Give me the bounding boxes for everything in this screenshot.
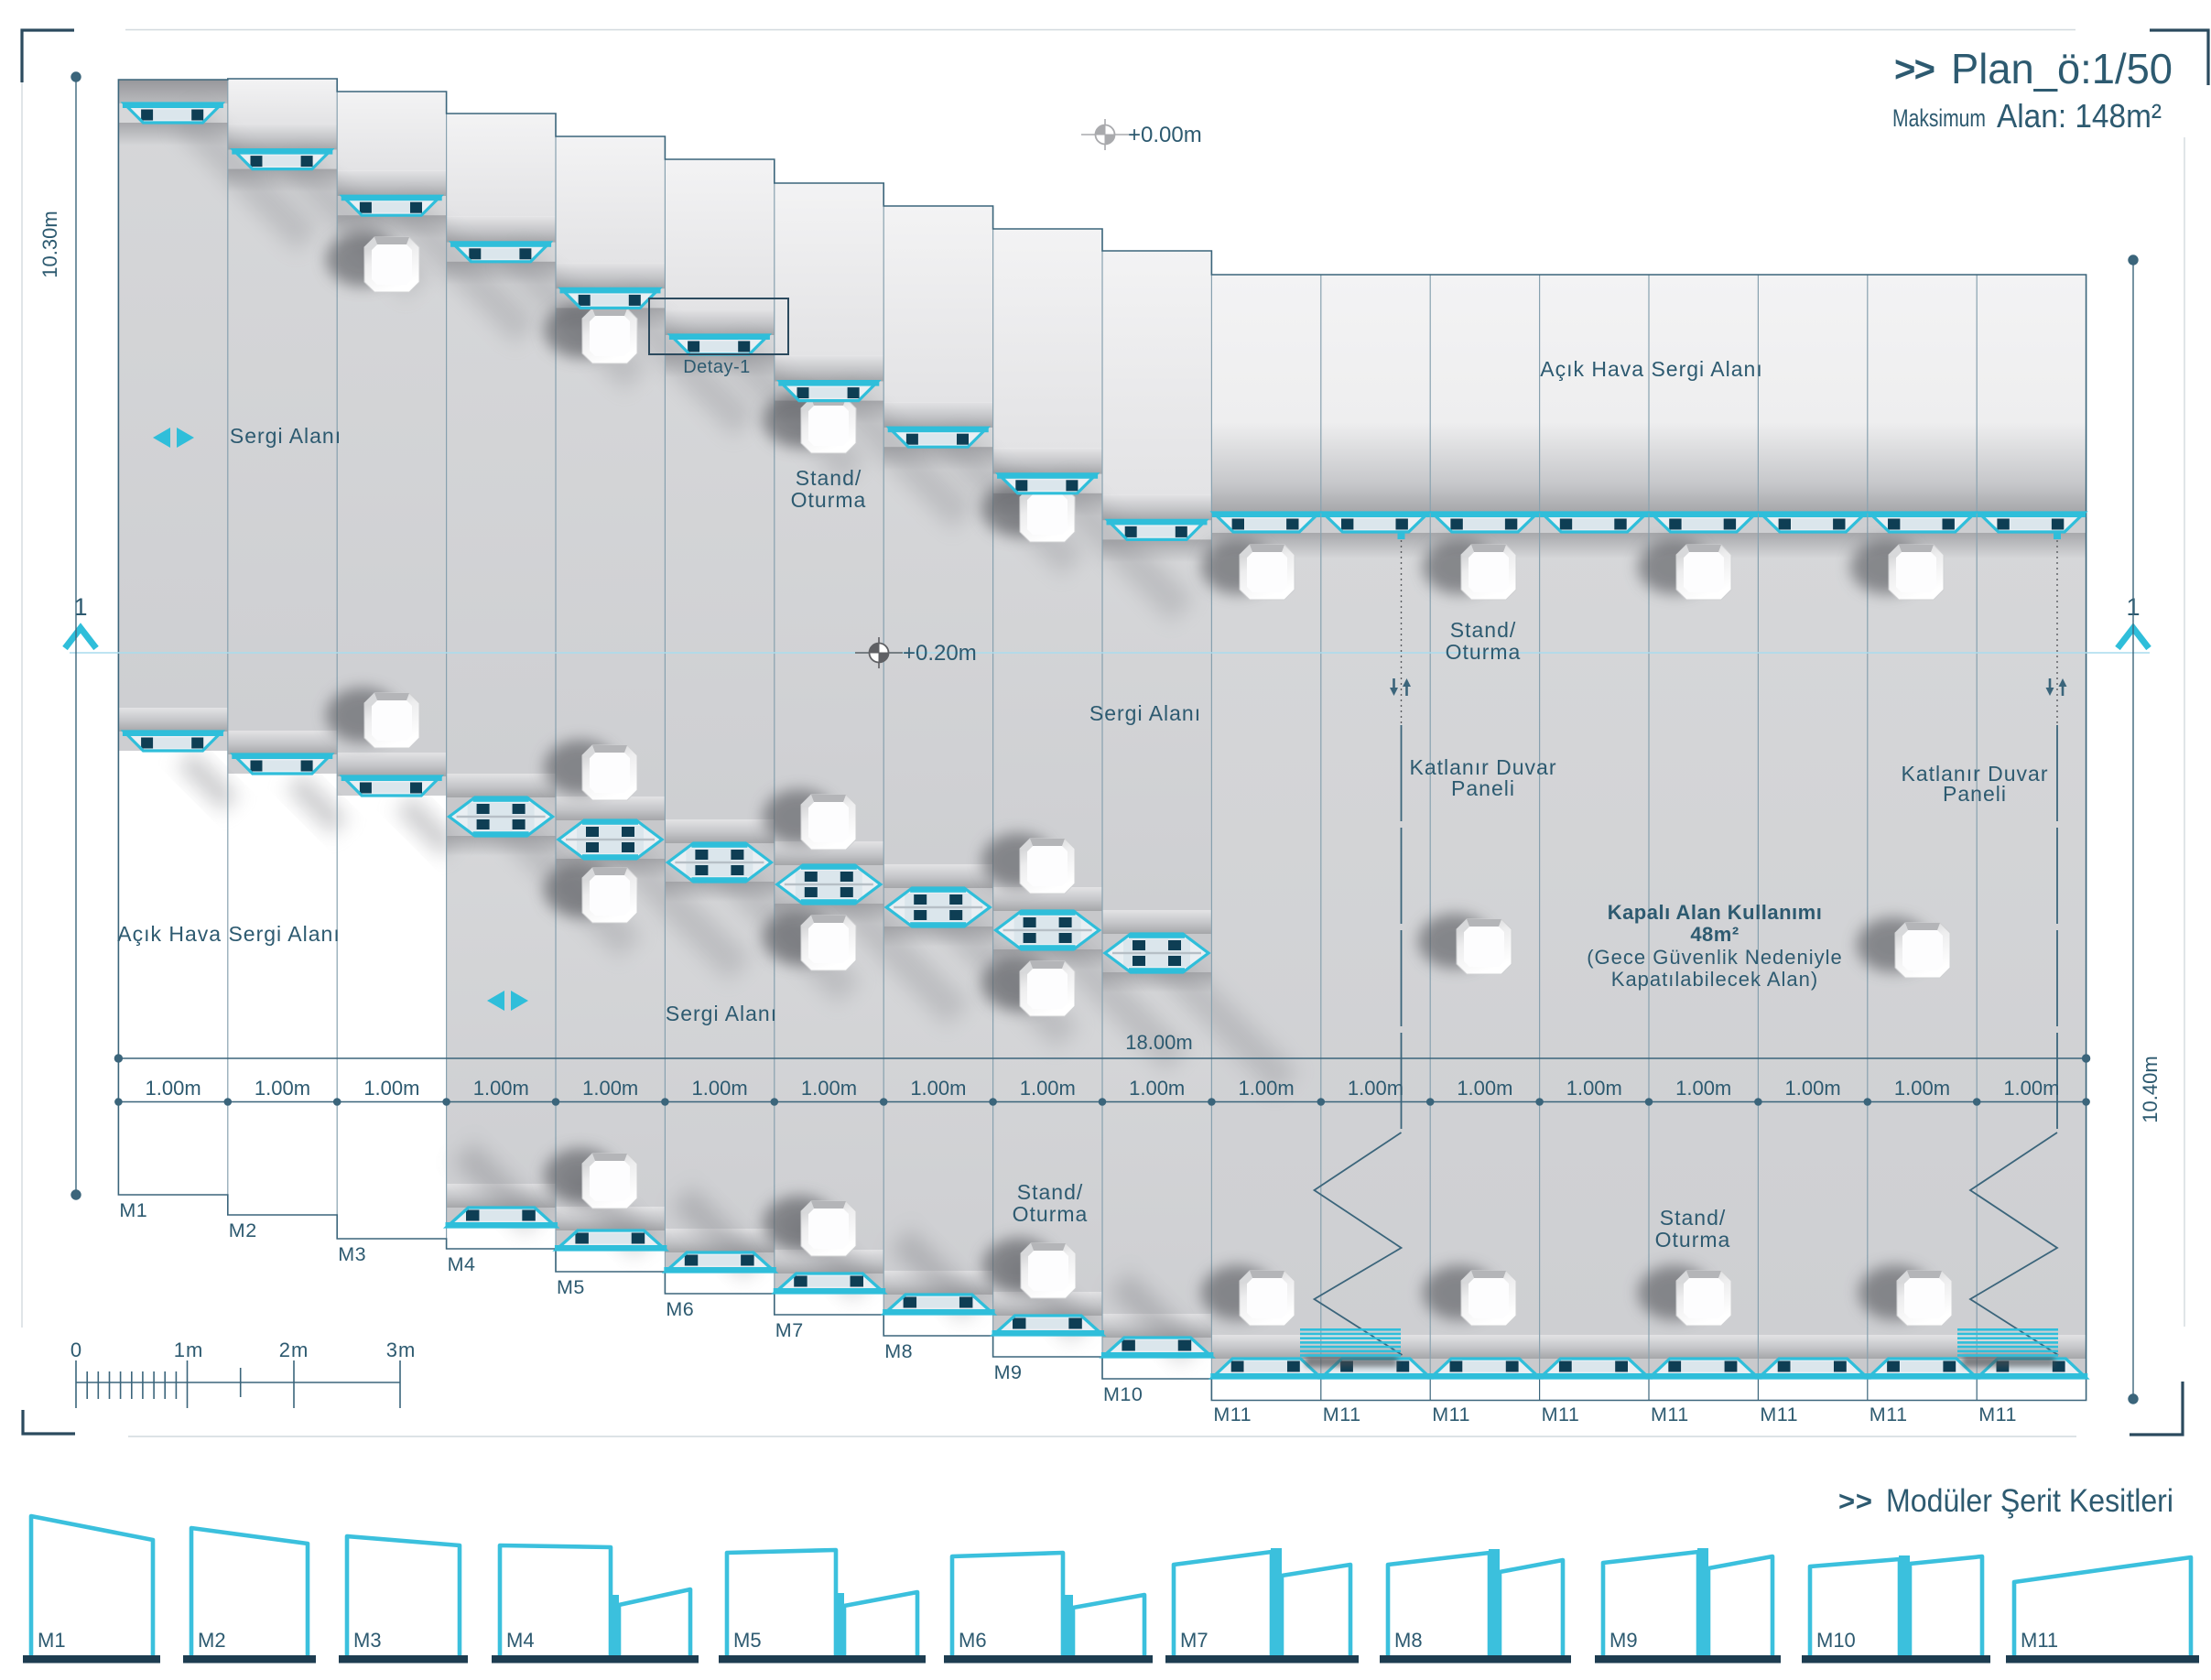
- svg-text:M11: M11: [1978, 1404, 2017, 1425]
- svg-text:M11: M11: [1651, 1404, 1689, 1425]
- svg-text:1.00m: 1.00m: [582, 1077, 638, 1100]
- svg-text:Oturma: Oturma: [1655, 1228, 1731, 1252]
- svg-text:+0.20m: +0.20m: [903, 641, 977, 666]
- svg-text:1.00m: 1.00m: [363, 1077, 419, 1100]
- svg-text:1.00m: 1.00m: [2003, 1077, 2059, 1100]
- svg-text:18.00m: 18.00m: [1125, 1031, 1192, 1054]
- svg-text:Katlanır Duvar: Katlanır Duvar: [1409, 755, 1556, 779]
- svg-text:Paneli: Paneli: [1451, 776, 1515, 800]
- svg-text:>>: >>: [1838, 1485, 1872, 1517]
- svg-text:Oturma: Oturma: [791, 488, 867, 512]
- svg-text:Açık Hava Sergi Alanı: Açık Hava Sergi Alanı: [117, 922, 340, 946]
- svg-text:1.00m: 1.00m: [1348, 1077, 1404, 1100]
- svg-text:1.00m: 1.00m: [1239, 1077, 1295, 1100]
- svg-text:>>: >>: [1894, 49, 1935, 90]
- svg-text:M6: M6: [959, 1629, 987, 1652]
- svg-text:1.00m: 1.00m: [473, 1077, 529, 1100]
- svg-text:Stand/: Stand/: [1017, 1180, 1084, 1204]
- svg-text:10.40m: 10.40m: [2139, 1056, 2162, 1122]
- svg-text:1.00m: 1.00m: [1129, 1077, 1185, 1100]
- svg-text:1.00m: 1.00m: [1894, 1077, 1950, 1100]
- svg-text:M8: M8: [1394, 1629, 1423, 1652]
- svg-text:2m: 2m: [279, 1339, 309, 1361]
- svg-text:1: 1: [73, 593, 87, 621]
- svg-text:Sergi Alanı: Sergi Alanı: [230, 424, 341, 448]
- svg-text:M2: M2: [229, 1219, 257, 1241]
- svg-text:Stand/: Stand/: [796, 466, 862, 490]
- svg-text:1.00m: 1.00m: [801, 1077, 857, 1100]
- svg-text:M3: M3: [353, 1629, 382, 1652]
- svg-text:M5: M5: [557, 1276, 585, 1298]
- svg-text:Maksimum: Maksimum: [1892, 104, 1986, 132]
- svg-text:(Gece Güvenlik Nedeniyle: (Gece Güvenlik Nedeniyle: [1587, 946, 1843, 969]
- svg-text:Stand/: Stand/: [1450, 618, 1517, 642]
- svg-text:M9: M9: [994, 1361, 1023, 1383]
- svg-text:+0.00m: +0.00m: [1128, 123, 1202, 147]
- svg-text:Sergi Alanı: Sergi Alanı: [666, 1002, 777, 1025]
- svg-text:Katlanır Duvar: Katlanır Duvar: [1901, 762, 2048, 786]
- svg-text:M7: M7: [775, 1319, 804, 1341]
- svg-text:M10: M10: [1103, 1383, 1143, 1405]
- svg-text:M1: M1: [119, 1199, 147, 1221]
- svg-text:M11: M11: [1542, 1404, 1580, 1425]
- svg-text:Stand/: Stand/: [1660, 1206, 1727, 1230]
- svg-text:1.00m: 1.00m: [1675, 1077, 1731, 1100]
- svg-text:10.30m: 10.30m: [38, 211, 61, 277]
- svg-text:1.00m: 1.00m: [146, 1077, 201, 1100]
- svg-text:Plan_ö:1/50: Plan_ö:1/50: [1951, 45, 2173, 92]
- svg-text:M4: M4: [506, 1629, 535, 1652]
- svg-text:M9: M9: [1609, 1629, 1638, 1652]
- svg-text:1.00m: 1.00m: [1457, 1077, 1512, 1100]
- svg-text:Alan: 148m²: Alan: 148m²: [1997, 97, 2162, 135]
- svg-text:M3: M3: [338, 1243, 366, 1265]
- svg-text:48m²: 48m²: [1690, 923, 1739, 946]
- svg-text:Detay-1: Detay-1: [683, 357, 751, 377]
- svg-text:Modüler Şerit Kesitleri: Modüler Şerit Kesitleri: [1886, 1483, 2173, 1519]
- svg-text:0: 0: [70, 1339, 82, 1361]
- svg-text:M6: M6: [666, 1298, 694, 1320]
- svg-text:Kapatılabilecek Alan): Kapatılabilecek Alan): [1611, 968, 1818, 991]
- svg-text:M11: M11: [1870, 1404, 1908, 1425]
- svg-text:M2: M2: [198, 1629, 226, 1652]
- svg-text:1m: 1m: [174, 1339, 204, 1361]
- svg-text:1.00m: 1.00m: [1566, 1077, 1622, 1100]
- svg-text:M1: M1: [38, 1629, 66, 1652]
- svg-text:1.00m: 1.00m: [1785, 1077, 1841, 1100]
- svg-text:M10: M10: [1816, 1629, 1856, 1652]
- svg-text:M7: M7: [1180, 1629, 1208, 1652]
- svg-text:M11: M11: [2021, 1629, 2058, 1652]
- svg-text:Kapalı Alan Kullanımı: Kapalı Alan Kullanımı: [1608, 901, 1823, 924]
- svg-text:1.00m: 1.00m: [692, 1077, 748, 1100]
- svg-text:3m: 3m: [386, 1339, 417, 1361]
- svg-text:1.00m: 1.00m: [255, 1077, 310, 1100]
- svg-text:M11: M11: [1432, 1404, 1470, 1425]
- svg-text:M11: M11: [1213, 1404, 1252, 1425]
- svg-text:Sergi Alanı: Sergi Alanı: [1089, 701, 1201, 725]
- svg-text:1.00m: 1.00m: [910, 1077, 966, 1100]
- svg-text:Oturma: Oturma: [1446, 640, 1522, 664]
- svg-text:M11: M11: [1323, 1404, 1361, 1425]
- svg-text:M5: M5: [733, 1629, 762, 1652]
- svg-text:Oturma: Oturma: [1013, 1202, 1089, 1226]
- svg-text:1.00m: 1.00m: [1020, 1077, 1076, 1100]
- svg-text:Paneli: Paneli: [1943, 782, 2007, 806]
- svg-text:M4: M4: [448, 1253, 476, 1275]
- svg-text:Açık Hava Sergi Alanı: Açık Hava Sergi Alanı: [1540, 357, 1762, 381]
- svg-text:M8: M8: [884, 1340, 913, 1362]
- svg-text:M11: M11: [1760, 1404, 1798, 1425]
